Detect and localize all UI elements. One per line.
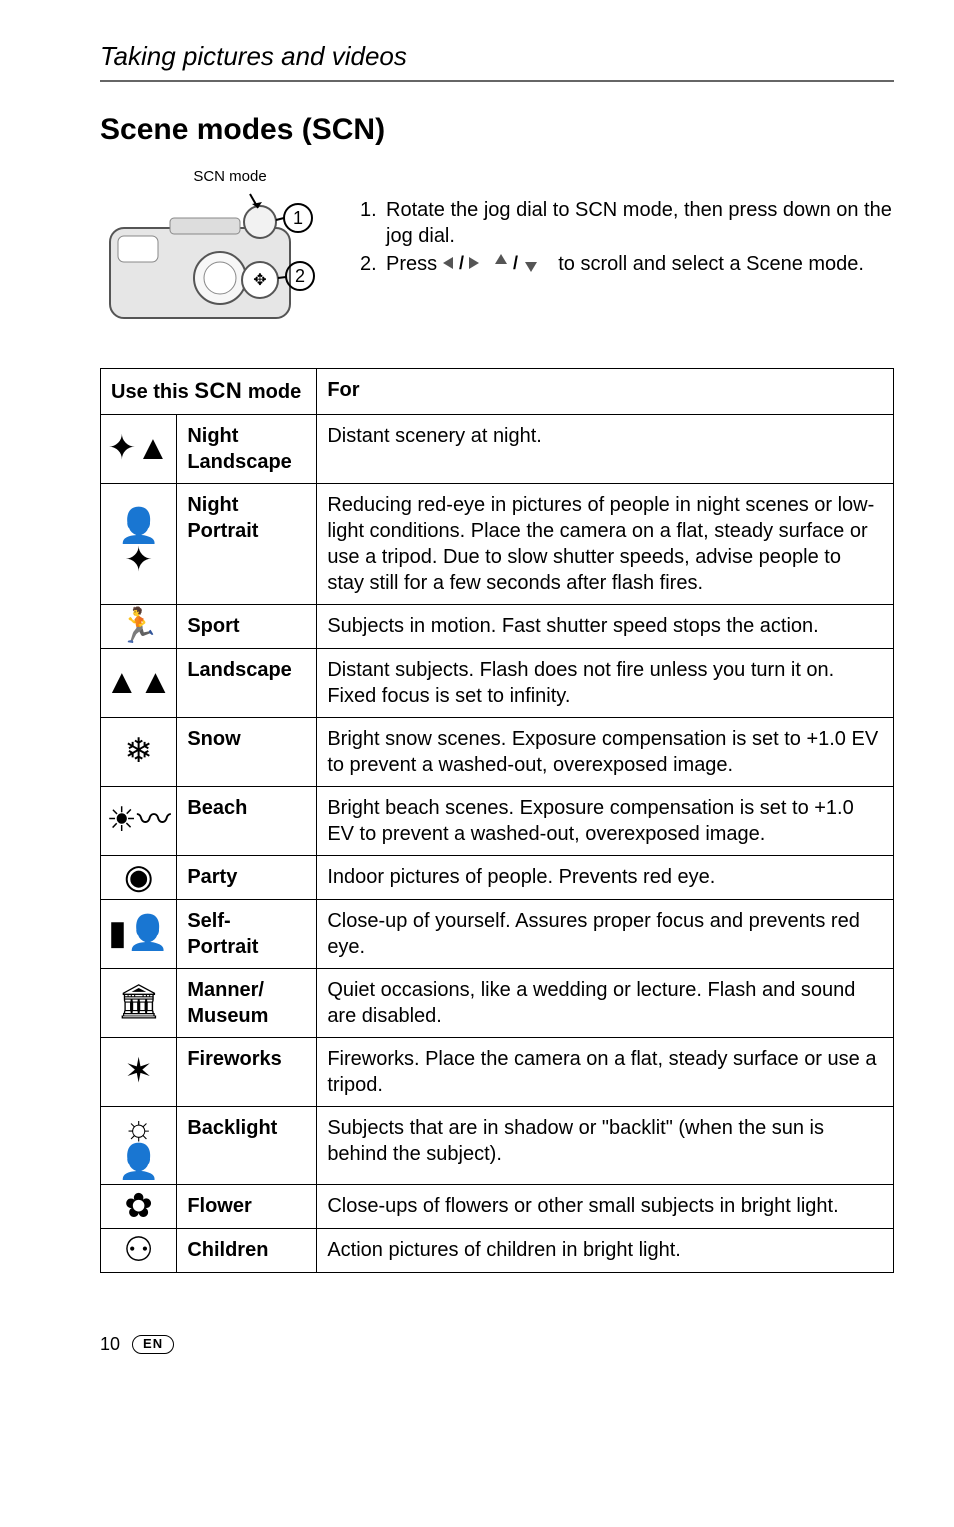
table-row: ▲▲LandscapeDistant subjects. Flash does …	[101, 648, 894, 717]
night-portrait-icon-glyph: 👤✦	[105, 509, 172, 577]
snow-icon-glyph: ❄	[124, 734, 153, 768]
mode-name: Sport	[177, 604, 317, 648]
fireworks-icon: ✶	[101, 1037, 177, 1106]
nav-arrows-icon: / /	[443, 254, 553, 276]
step-2-pre: Press	[386, 253, 443, 275]
party-icon: ◉	[101, 855, 177, 899]
snow-icon: ❄	[101, 717, 177, 786]
lang-pill: EN	[132, 1335, 174, 1354]
backlight-icon-glyph: ☼👤	[105, 1111, 172, 1179]
night-portrait-icon: 👤✦	[101, 483, 177, 604]
backlight-icon: ☼👤	[101, 1106, 177, 1184]
page-footer: 10 EN	[100, 1333, 894, 1356]
table-row: ⚇ ChildrenAction pictures of children in …	[101, 1228, 894, 1272]
table-row: 🏃 SportSubjects in motion. Fast shutter s…	[101, 604, 894, 648]
mode-description: Indoor pictures of people. Prevents red …	[317, 855, 894, 899]
table-row: ▮👤Self-PortraitClose-up of yourself. Ass…	[101, 899, 894, 968]
col-header-for: For	[317, 369, 894, 415]
mode-name: Self-Portrait	[177, 899, 317, 968]
mode-description: Distant subjects. Flash does not fire un…	[317, 648, 894, 717]
table-row: 🏛 Manner/MuseumQuiet occasions, like a we…	[101, 968, 894, 1037]
mode-name: Snow	[177, 717, 317, 786]
manner-museum-icon: 🏛	[101, 968, 177, 1037]
step-1-number: 1.	[360, 197, 386, 249]
intro-row: SCN mode 1 ✥ 2	[100, 167, 894, 339]
mode-name: Manner/Museum	[177, 968, 317, 1037]
children-icon-glyph: ⚇	[123, 1233, 153, 1267]
scn-mode-label: SCN mode	[140, 167, 320, 187]
party-icon-glyph: ◉	[124, 860, 154, 894]
landscape-icon: ▲▲	[101, 648, 177, 717]
col-header-mode: Use this SCN mode	[101, 369, 317, 415]
step-2: 2. Press / / to scroll and select a Scen…	[360, 251, 894, 277]
table-row: 👤✦NightPortraitReducing red-eye in pictu…	[101, 483, 894, 604]
mode-name: NightLandscape	[177, 414, 317, 483]
col-header-mode-post: mode	[242, 381, 301, 403]
mode-name: Party	[177, 855, 317, 899]
mode-name: Backlight	[177, 1106, 317, 1184]
table-row: ◉ PartyIndoor pictures of people. Prevent…	[101, 855, 894, 899]
mode-description: Quiet occasions, like a wedding or lectu…	[317, 968, 894, 1037]
scene-modes-table: Use this SCN mode For ✦▲NightLandscapeDi…	[100, 368, 894, 1273]
step-2-number: 2.	[360, 251, 386, 277]
svg-text:/: /	[513, 254, 518, 272]
step-1: 1. Rotate the jog dial to SCN mode, then…	[360, 197, 894, 249]
mode-description: Fireworks. Place the camera on a flat, s…	[317, 1037, 894, 1106]
flower-icon-glyph: ✿	[124, 1189, 153, 1223]
step-1-text: Rotate the jog dial to SCN mode, then pr…	[386, 197, 894, 249]
mode-name: Flower	[177, 1184, 317, 1228]
mode-description: Reducing red-eye in pictures of people i…	[317, 483, 894, 604]
svg-text:/: /	[459, 254, 464, 272]
mode-name: Fireworks	[177, 1037, 317, 1106]
mode-description: Action pictures of children in bright li…	[317, 1228, 894, 1272]
step-2-text: Press / / to scroll and select a Scene m…	[386, 251, 894, 277]
night-landscape-icon: ✦▲	[101, 414, 177, 483]
camera-illustration: 1 ✥ 2	[100, 188, 320, 338]
table-row: ☼👤BacklightSubjects that are in shadow o…	[101, 1106, 894, 1184]
camera-diagram: SCN mode 1 ✥ 2	[100, 167, 320, 339]
mode-description: Close-ups of flowers or other small subj…	[317, 1184, 894, 1228]
table-row: ❄ SnowBright snow scenes. Exposure compen…	[101, 717, 894, 786]
sport-icon-glyph: 🏃	[117, 609, 159, 643]
callout-1-text: 1	[293, 208, 303, 228]
sport-icon: 🏃	[101, 604, 177, 648]
beach-icon: ☀〰	[101, 786, 177, 855]
svg-text:✥: ✥	[253, 272, 266, 289]
night-landscape-icon-glyph: ✦▲	[108, 431, 170, 465]
manner-museum-icon-glyph: 🏛	[117, 985, 160, 1019]
landscape-icon-glyph: ▲▲	[105, 665, 172, 699]
mode-name: Beach	[177, 786, 317, 855]
self-portrait-icon-glyph: ▮👤	[108, 916, 169, 950]
flower-icon: ✿	[101, 1184, 177, 1228]
scn-glyph: SCN	[194, 378, 242, 403]
callout-2-text: 2	[295, 266, 305, 286]
children-icon: ⚇	[101, 1228, 177, 1272]
fireworks-icon-glyph: ✶	[124, 1054, 153, 1088]
mode-description: Bright snow scenes. Exposure compensatio…	[317, 717, 894, 786]
mode-name: NightPortrait	[177, 483, 317, 604]
mode-name: Landscape	[177, 648, 317, 717]
steps-list: 1. Rotate the jog dial to SCN mode, then…	[360, 167, 894, 279]
beach-icon-glyph: ☀〰	[106, 803, 170, 837]
self-portrait-icon: ▮👤	[101, 899, 177, 968]
page-number: 10	[100, 1333, 120, 1356]
table-row: ✦▲NightLandscapeDistant scenery at night…	[101, 414, 894, 483]
step-2-post: to scroll and select a Scene mode.	[558, 253, 864, 275]
col-header-mode-pre: Use this	[111, 381, 194, 403]
mode-description: Subjects in motion. Fast shutter speed s…	[317, 604, 894, 648]
table-row: ☀〰BeachBright beach scenes. Exposure com…	[101, 786, 894, 855]
table-row: ✶ FireworksFireworks. Place the camera on…	[101, 1037, 894, 1106]
mode-description: Close-up of yourself. Assures proper foc…	[317, 899, 894, 968]
mode-description: Subjects that are in shadow or "backlit"…	[317, 1106, 894, 1184]
page-title: Scene modes (SCN)	[100, 110, 894, 149]
mode-description: Bright beach scenes. Exposure compensati…	[317, 786, 894, 855]
mode-description: Distant scenery at night.	[317, 414, 894, 483]
table-row: ✿ FlowerClose-ups of flowers or other sma…	[101, 1184, 894, 1228]
mode-name: Children	[177, 1228, 317, 1272]
breadcrumb: Taking pictures and videos	[100, 40, 894, 82]
